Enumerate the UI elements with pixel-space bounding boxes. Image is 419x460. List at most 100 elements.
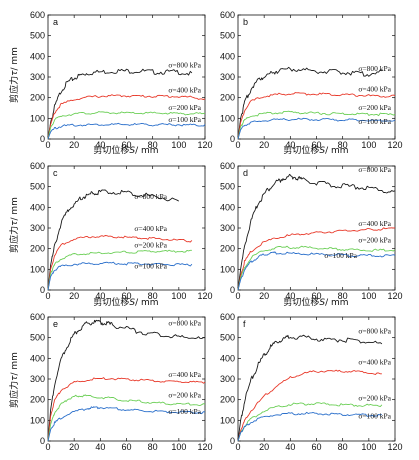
x-tick-label: 0 [235, 140, 240, 150]
series-label-400kpa: σ=400 kPa [168, 370, 201, 379]
series-label-800kpa: σ=800 kPa [358, 327, 391, 336]
x-tick-label: 100 [171, 442, 186, 452]
y-tick-label: 200 [220, 93, 235, 103]
x-tick-label: 20 [259, 291, 269, 301]
panel-letter: f [243, 319, 246, 329]
series-label-800kpa: σ=800 kPa [168, 61, 201, 70]
x-tick-label: 40 [285, 140, 295, 150]
x-tick-label: 20 [69, 442, 79, 452]
y-tick-label: 100 [30, 113, 45, 123]
x-tick-label: 40 [95, 291, 105, 301]
y-tick-label: 200 [220, 395, 235, 405]
series-label-200kpa: σ=200 kPa [168, 103, 201, 112]
y-tick-label: 500 [220, 333, 235, 343]
y-tick-label: 600 [30, 161, 45, 171]
series-line-100kpa [47, 261, 193, 291]
x-tick-label: 0 [45, 291, 50, 301]
y-axis-title-row-1: 剪应力τ/ mm [8, 47, 20, 103]
series-line-800kpa [47, 189, 180, 291]
y-tick-label: 200 [220, 244, 235, 254]
series-line-100kpa [237, 411, 383, 442]
panel-f: 0 20 40 60 80 100 120 0 100 200 300 400 500 600 f σ=800… [220, 312, 403, 452]
series-line-400kpa [237, 227, 396, 291]
y-tick-label: 0 [40, 285, 45, 295]
y-tick-label: 600 [30, 10, 45, 20]
y-tick-label: 200 [30, 93, 45, 103]
y-tick-label: 500 [220, 182, 235, 192]
series-line-400kpa [237, 369, 382, 442]
x-tick-label: 120 [387, 442, 402, 452]
x-tick-label: 100 [361, 140, 376, 150]
x-tick-label: 40 [285, 442, 295, 452]
series-label-200kpa: σ=200 kPa [358, 394, 391, 403]
x-tick-label: 40 [95, 442, 105, 452]
y-tick-label: 400 [220, 353, 235, 363]
x-tick-label: 120 [387, 291, 402, 301]
x-tick-label: 100 [171, 291, 186, 301]
x-tick-label: 60 [311, 442, 321, 452]
y-tick-label: 400 [30, 202, 45, 212]
series-label-100kpa: σ=100 kPa [168, 115, 201, 124]
y-tick-label: 100 [30, 264, 45, 274]
x-tick-label: 120 [387, 140, 402, 150]
series-line-100kpa [47, 406, 206, 442]
series-line-400kpa [47, 377, 206, 442]
y-tick-label: 0 [230, 436, 235, 446]
x-tick-label: 20 [259, 140, 269, 150]
x-tick-label: 100 [361, 291, 376, 301]
panel-d: 0 20 40 60 80 100 120 0 100 200 300 400 500 600 d σ=800… [220, 161, 403, 301]
x-tick-label: 80 [338, 291, 348, 301]
x-tick-label: 20 [259, 442, 269, 452]
series-label-800kpa: σ=800 kPa [358, 165, 391, 174]
x-tick-label: 60 [311, 140, 321, 150]
y-tick-label: 200 [30, 395, 45, 405]
x-tick-label: 60 [121, 291, 131, 301]
series-label-200kpa: σ=200 kPa [168, 391, 201, 400]
y-tick-label: 400 [30, 51, 45, 61]
x-axis-title-c: 剪切位移S/ mm [93, 296, 158, 308]
x-tick-label: 0 [45, 140, 50, 150]
x-tick-label: 80 [338, 140, 348, 150]
panel-letter: a [53, 17, 58, 27]
x-axis-title-b: 剪切位移S/ mm [283, 144, 348, 156]
x-tick-label: 60 [121, 140, 131, 150]
series-line-200kpa [47, 394, 206, 442]
x-tick-label: 120 [197, 140, 212, 150]
x-tick-label: 80 [338, 442, 348, 452]
series-label-400kpa: σ=400 kPa [358, 358, 391, 367]
series-line-800kpa [47, 68, 193, 140]
series-label-100kpa: σ=100 kPa [358, 412, 391, 421]
y-tick-label: 500 [30, 333, 45, 343]
series-line-200kpa [47, 249, 192, 291]
y-tick-label: 0 [40, 134, 45, 144]
series-line-100kpa [47, 122, 206, 140]
x-tick-label: 80 [148, 140, 158, 150]
x-tick-label: 40 [285, 291, 295, 301]
x-tick-label: 80 [148, 291, 158, 301]
y-tick-label: 400 [220, 51, 235, 61]
y-tick-label: 300 [220, 223, 235, 233]
y-tick-label: 600 [220, 10, 235, 20]
x-tick-label: 0 [235, 442, 240, 452]
y-tick-label: 100 [30, 415, 45, 425]
series-label-800kpa: σ=800 kPa [134, 192, 167, 201]
series-label-800kpa: σ=800 kPa [168, 318, 201, 327]
y-tick-label: 500 [30, 31, 45, 41]
x-tick-label: 100 [171, 140, 186, 150]
y-tick-label: 300 [30, 374, 45, 384]
y-axis-title-row-2: 剪应力τ/ mm [8, 197, 20, 253]
series-label-800kpa: σ=800 kPa [358, 64, 391, 73]
y-tick-label: 300 [220, 72, 235, 82]
series-label-200kpa: σ=200 kPa [358, 103, 391, 112]
x-axis-title-d: 剪切位移S/ mm [283, 296, 348, 308]
x-tick-label: 20 [69, 291, 79, 301]
y-tick-label: 300 [30, 223, 45, 233]
x-tick-label: 60 [311, 291, 321, 301]
x-tick-label: 100 [361, 442, 376, 452]
y-tick-label: 400 [220, 202, 235, 212]
y-tick-label: 500 [220, 31, 235, 41]
x-tick-label: 0 [45, 442, 50, 452]
series-label-100kpa: σ=100 kPa [134, 261, 167, 270]
panel-letter: b [243, 17, 248, 27]
